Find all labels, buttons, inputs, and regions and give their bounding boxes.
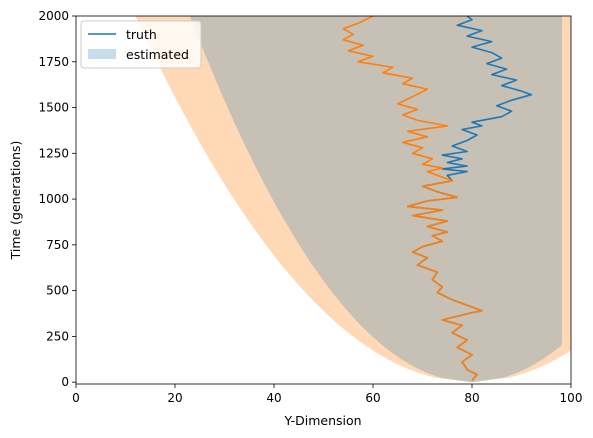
legend-truth-label: truth	[126, 27, 157, 42]
plot-frame	[75, 15, 572, 385]
series-layer	[342, 16, 533, 381]
band-estimated-1	[189, 16, 563, 383]
y-tick-label: 750	[46, 238, 69, 252]
x-axis-label: Y-Dimension	[283, 413, 361, 428]
legend-estimated-swatch	[88, 49, 116, 59]
y-tick-label: 2000	[38, 9, 69, 23]
legend: truth estimated	[80, 20, 202, 69]
y-tick-label: 1000	[38, 192, 69, 206]
x-tick-label: 80	[464, 391, 479, 405]
y-tick-label: 1500	[38, 101, 69, 115]
y-axis: 0 250 500 750 1000 1250 1500 1750 2000	[38, 9, 76, 389]
x-tick-label: 20	[167, 391, 182, 405]
series-line-unlabeled-1	[342, 16, 483, 381]
x-tick-label: 100	[560, 391, 583, 405]
x-tick-label: 0	[72, 391, 80, 405]
band-layer	[135, 16, 571, 383]
x-tick-label: 60	[365, 391, 380, 405]
y-axis-label: Time (generations)	[8, 141, 23, 261]
legend-box	[80, 20, 202, 69]
y-tick-label: 250	[46, 329, 69, 343]
y-tick-label: 1750	[38, 55, 69, 69]
plot-area	[76, 16, 571, 384]
legend-estimated-label: estimated	[126, 47, 189, 62]
band-series-0	[135, 16, 571, 383]
x-axis: 0 20 40 60 80 100	[72, 384, 582, 405]
x-tick-label: 40	[266, 391, 281, 405]
y-tick-label: 500	[46, 284, 69, 298]
y-tick-label: 0	[61, 375, 69, 389]
y-tick-label: 1250	[38, 146, 69, 160]
